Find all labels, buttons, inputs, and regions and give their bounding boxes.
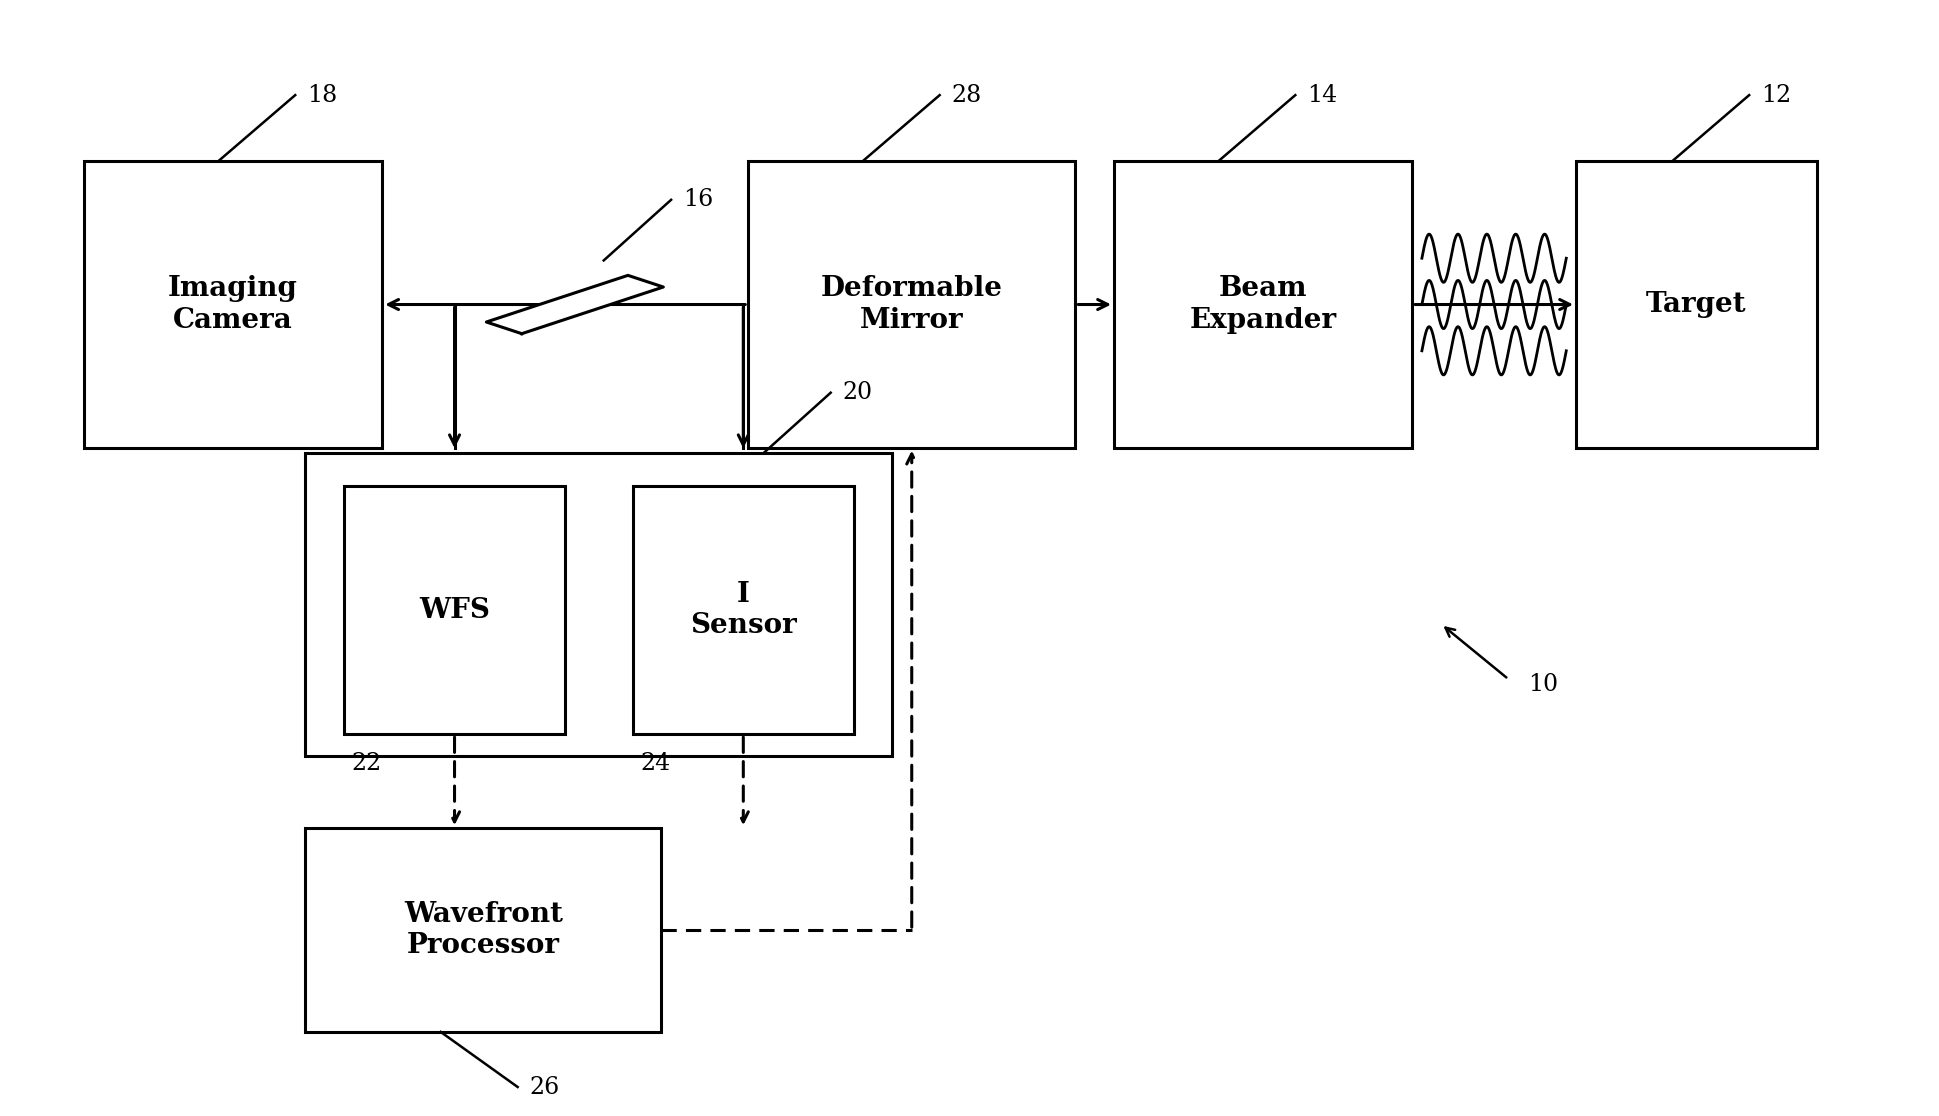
Bar (632, 487, 853, 734)
Bar (1113, 161, 1412, 448)
Bar (748, 161, 1076, 448)
Bar (304, 453, 892, 757)
Text: 16: 16 (683, 189, 714, 211)
Text: 22: 22 (351, 752, 382, 775)
Polygon shape (487, 276, 663, 334)
Text: 18: 18 (306, 84, 337, 107)
Text: Target: Target (1646, 291, 1747, 318)
Text: Imaging
Camera: Imaging Camera (169, 276, 299, 334)
Bar (343, 487, 566, 734)
Text: 20: 20 (842, 382, 873, 404)
Text: 14: 14 (1307, 84, 1338, 107)
Bar (304, 828, 661, 1032)
Bar (1576, 161, 1817, 448)
Bar (83, 161, 382, 448)
Text: Wavefront
Processor: Wavefront Processor (403, 901, 562, 959)
Text: Beam
Expander: Beam Expander (1189, 276, 1336, 334)
Text: 24: 24 (640, 752, 671, 775)
Text: WFS: WFS (419, 597, 491, 624)
Text: 26: 26 (529, 1076, 560, 1098)
Text: 10: 10 (1528, 673, 1557, 696)
Text: 28: 28 (952, 84, 981, 107)
Text: Deformable
Mirror: Deformable Mirror (820, 276, 1002, 334)
Text: I
Sensor: I Sensor (690, 581, 797, 639)
Text: 12: 12 (1761, 84, 1792, 107)
